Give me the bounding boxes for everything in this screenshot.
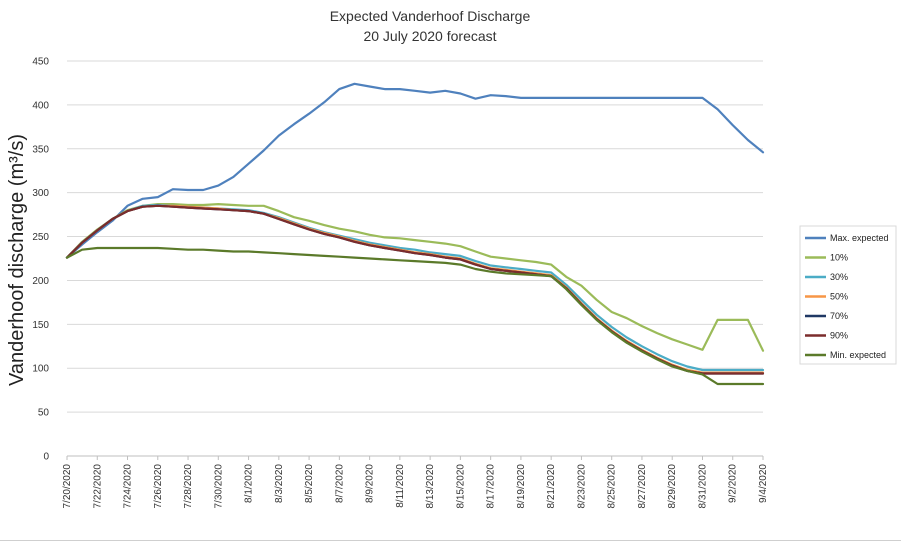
y-tick-label: 350 (32, 144, 49, 155)
gridlines (67, 60, 763, 457)
x-tick-label: 8/29/2020 (667, 464, 678, 509)
x-tick-label: 8/21/2020 (546, 464, 557, 509)
x-tick-label: 7/26/2020 (153, 464, 164, 509)
series-line-70 (65, 204, 765, 375)
x-tick-label: 8/7/2020 (334, 464, 345, 503)
x-tick-label: 8/19/2020 (516, 464, 527, 509)
chart-title: Expected Vanderhoof Discharge (330, 8, 531, 24)
y-tick-label: 50 (38, 408, 50, 419)
legend-entry: Min. expected (830, 350, 886, 360)
y-tick-label: 400 (32, 100, 49, 111)
legend-box (799, 225, 897, 365)
y-tick-label: 100 (32, 364, 49, 375)
series-line-10 (65, 203, 765, 352)
y-tick-label: 200 (32, 276, 49, 287)
x-axis-ticks: 7/20/2020 7/22/2020 7/24/2020 7/26/2020 7/28… (62, 456, 769, 509)
x-tick-label: 8/15/2020 (455, 464, 466, 509)
x-tick-label: 8/17/2020 (486, 464, 497, 509)
y-tick-label: 0 (43, 452, 49, 463)
legend-entry: Max. expected (830, 233, 889, 243)
y-tick-label: 450 (32, 57, 49, 68)
x-tick-label: 8/1/2020 (244, 464, 255, 503)
bottom-rule (0, 540, 901, 541)
series-line-50 (65, 204, 765, 374)
series-line-max-expected (65, 82, 765, 259)
x-tick-label: 7/22/2020 (92, 464, 103, 509)
x-tick-label: 8/5/2020 (304, 464, 315, 503)
series-line-90 (65, 204, 765, 375)
x-tick-label: 8/23/2020 (576, 464, 587, 509)
x-tick-label: 7/24/2020 (123, 464, 134, 509)
x-tick-label: 7/20/2020 (62, 464, 73, 509)
series-line-30 (65, 203, 765, 372)
x-tick-label: 9/2/2020 (728, 464, 739, 503)
x-tick-label: 8/27/2020 (637, 464, 648, 509)
x-tick-label: 8/13/2020 (425, 464, 436, 509)
x-tick-label: 7/30/2020 (213, 464, 224, 509)
legend-entry: 50% (830, 292, 848, 302)
y-axis-label: Vanderhoof discharge (m³/s) (6, 134, 28, 386)
x-tick-label: 8/9/2020 (365, 464, 376, 503)
x-tick-label: 8/25/2020 (607, 464, 618, 509)
series-line-min-expected (65, 246, 765, 386)
y-tick-label: 250 (32, 232, 49, 243)
y-tick-label: 150 (32, 320, 49, 331)
legend: Max. expected 10% 30% 50% 70% 90% Min. expecte… (799, 225, 897, 365)
y-tick-label: 300 (32, 188, 49, 199)
legend-entry: 30% (830, 272, 848, 282)
series-lines (65, 82, 765, 386)
x-tick-label: 8/31/2020 (697, 464, 708, 509)
chart-subtitle: 20 July 2020 forecast (363, 28, 496, 44)
legend-entry: 10% (830, 253, 848, 263)
x-tick-label: 7/28/2020 (183, 464, 194, 509)
x-tick-label: 8/11/2020 (395, 464, 406, 508)
legend-entry: 70% (830, 311, 848, 321)
x-tick-label: 8/3/2020 (274, 464, 285, 503)
y-axis-ticks: 0 50 100 150 200 250 300 350 400 450 (32, 57, 49, 463)
x-tick-label: 9/4/2020 (758, 464, 769, 503)
legend-entry: 90% (830, 331, 848, 341)
